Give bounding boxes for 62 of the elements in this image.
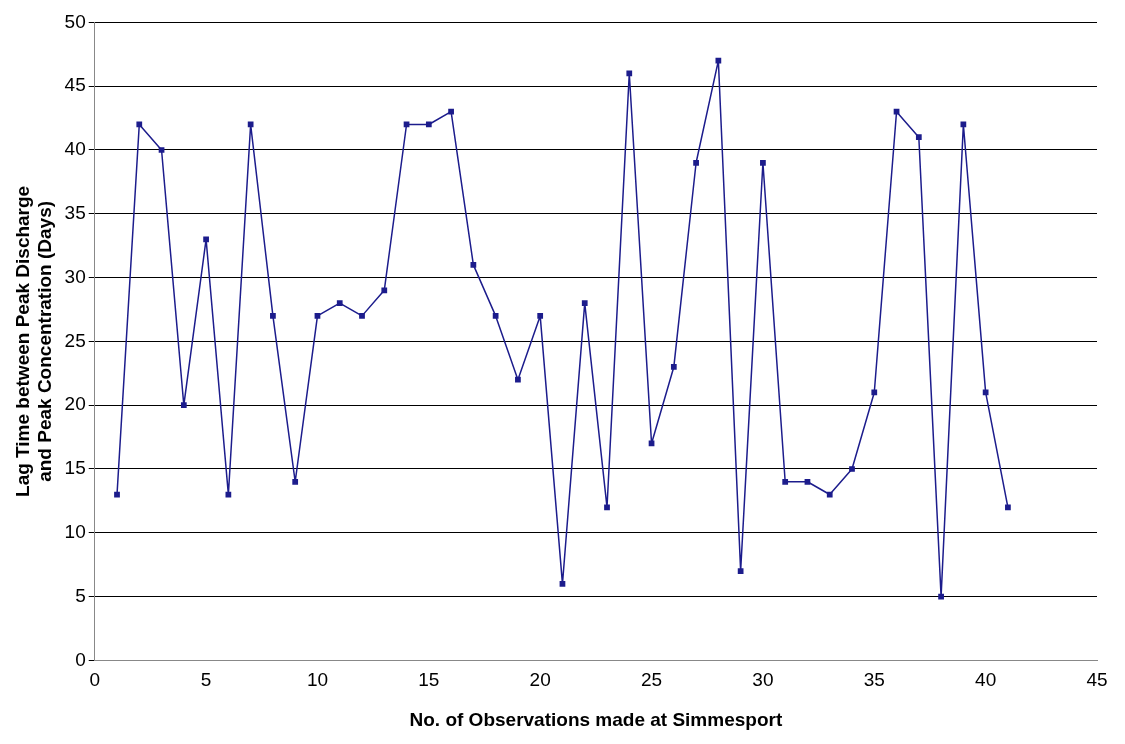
y-tick-label: 45	[64, 74, 86, 96]
point	[626, 70, 633, 77]
y-tick-label: 20	[64, 393, 86, 415]
x-tick-label: 5	[200, 669, 212, 691]
point	[270, 313, 276, 319]
x-axis-title: No. of Observations made at Simmesport	[409, 708, 783, 730]
point	[581, 300, 588, 306]
point	[982, 389, 989, 396]
y-tick-label: 35	[64, 202, 86, 224]
point	[1005, 504, 1011, 511]
point	[314, 313, 321, 319]
y-axis-title: Lag Time between Peak Discharge and Peak Concentration (Days)	[11, 185, 56, 497]
point	[715, 57, 722, 64]
point	[136, 121, 143, 128]
point	[292, 478, 299, 485]
x-tick-label: 30	[752, 669, 774, 691]
x-tick-label: 45	[1086, 669, 1108, 691]
point	[336, 300, 343, 306]
point	[849, 466, 855, 472]
x-tick-label: 0	[89, 669, 101, 691]
x-tick-label: 25	[640, 669, 663, 691]
point	[247, 121, 254, 128]
x-tick-label: 10	[306, 669, 329, 691]
point	[804, 478, 811, 485]
y-tick-label: 30	[64, 265, 86, 287]
x-tick-label: 20	[529, 669, 551, 691]
point	[782, 478, 789, 485]
y-tick-label: 0	[75, 648, 86, 670]
point	[203, 236, 209, 243]
point	[737, 568, 744, 574]
y-tick-label: 5	[75, 584, 86, 606]
point	[114, 491, 120, 498]
point	[915, 134, 922, 141]
y-tick-label: 50	[64, 10, 86, 32]
point	[180, 402, 187, 409]
point	[381, 287, 388, 294]
point	[470, 261, 477, 268]
point	[938, 593, 944, 600]
y-tick-label: 25	[64, 329, 86, 351]
point	[515, 376, 521, 383]
point	[425, 121, 432, 128]
x-tick-label: 40	[975, 669, 997, 691]
point	[826, 491, 833, 498]
point	[760, 159, 766, 166]
point	[158, 147, 165, 153]
y-tick-label: 40	[64, 138, 86, 160]
point	[492, 313, 499, 319]
x-tick-label: 35	[863, 669, 885, 691]
point	[448, 108, 454, 115]
point	[537, 313, 544, 319]
point	[871, 389, 878, 396]
point	[693, 159, 699, 166]
point	[670, 364, 677, 370]
y-tick-label: 15	[64, 457, 86, 479]
point	[359, 313, 365, 319]
x-tick-label: 15	[418, 669, 440, 691]
point	[893, 108, 900, 115]
point	[559, 580, 566, 587]
point	[225, 491, 232, 498]
point	[604, 504, 610, 511]
point	[960, 121, 967, 128]
y-tick-label: 10	[64, 521, 86, 543]
